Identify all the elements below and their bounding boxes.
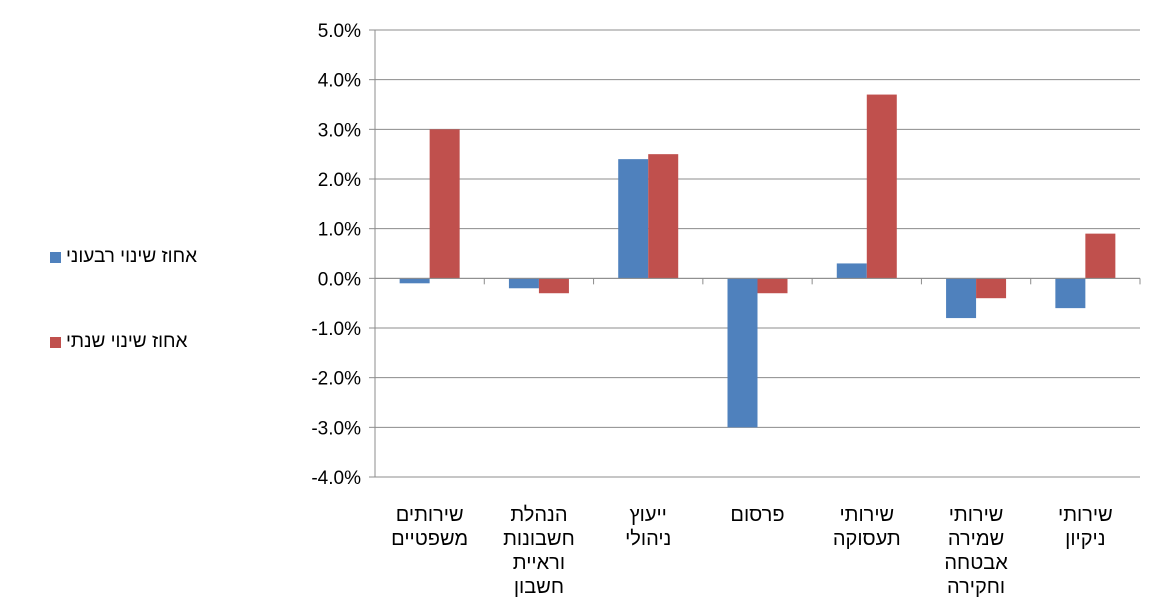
category-label: הנהלת חשבונות וראיית חשבון	[503, 504, 575, 598]
bar-s1-c2	[648, 154, 679, 279]
category-label: שירותים משפטיים	[391, 504, 468, 550]
bar-s0-c4	[836, 263, 867, 279]
y-tick-label: 2.0%	[318, 170, 361, 191]
y-tick-label: 5.0%	[318, 21, 361, 42]
category-label: פרסום	[730, 504, 784, 526]
y-tick-label: 0.0%	[318, 269, 361, 290]
legend-label-annual: אחוז שינוי שנתי	[66, 331, 188, 352]
category-label: שירותי תעסוקה	[833, 504, 901, 550]
category-label: שירותי ניקיון	[1058, 504, 1113, 550]
legend-item-quarterly: אחוז שינוי רבעוני	[50, 246, 197, 268]
axes	[374, 30, 1141, 477]
bar-s1-c5	[976, 278, 1007, 299]
category-labels: שירותים משפטיים הנהלת חשבונות וראיית חשבון ייע…	[391, 504, 1113, 598]
bar-s0-c5	[946, 278, 977, 319]
legend-swatch-annual	[50, 336, 61, 348]
category-label: ייעוץ ניהולי	[625, 504, 671, 550]
legend-label-quarterly: אחוז שינוי רבעוני	[66, 246, 198, 267]
y-tick-label: -4.0%	[311, 468, 361, 489]
bars	[399, 94, 1116, 428]
bar-s0-c0	[399, 278, 430, 284]
bar-s1-c3	[757, 278, 788, 294]
y-tick-label: -2.0%	[311, 369, 361, 390]
y-tick-label: 1.0%	[318, 220, 361, 241]
bar-s1-c6	[1085, 233, 1116, 279]
bar-s1-c4	[866, 94, 897, 279]
legend-swatch-quarterly	[50, 251, 61, 263]
bar-s0-c6	[1055, 278, 1086, 309]
bar-s0-c1	[508, 278, 539, 289]
legend-item-annual: אחוז שינוי שנתי	[50, 331, 187, 353]
y-tick-label: 3.0%	[318, 120, 361, 141]
bar-s0-c2	[618, 159, 649, 279]
y-tick-label: -1.0%	[311, 319, 361, 340]
bar-s0-c3	[727, 278, 758, 428]
y-tick-label: 4.0%	[318, 71, 361, 92]
y-tick-labels: -4.0% -3.0% -2.0% -1.0% 0.0% 1.0% 2.0% 3.0% 4.0%…	[311, 21, 361, 489]
y-tick-label: -3.0%	[311, 418, 361, 439]
category-label: שירותי שמירה אבטחה וחקירה	[944, 504, 1008, 598]
bar-s1-c0	[429, 129, 460, 279]
bar-s1-c1	[538, 278, 569, 294]
